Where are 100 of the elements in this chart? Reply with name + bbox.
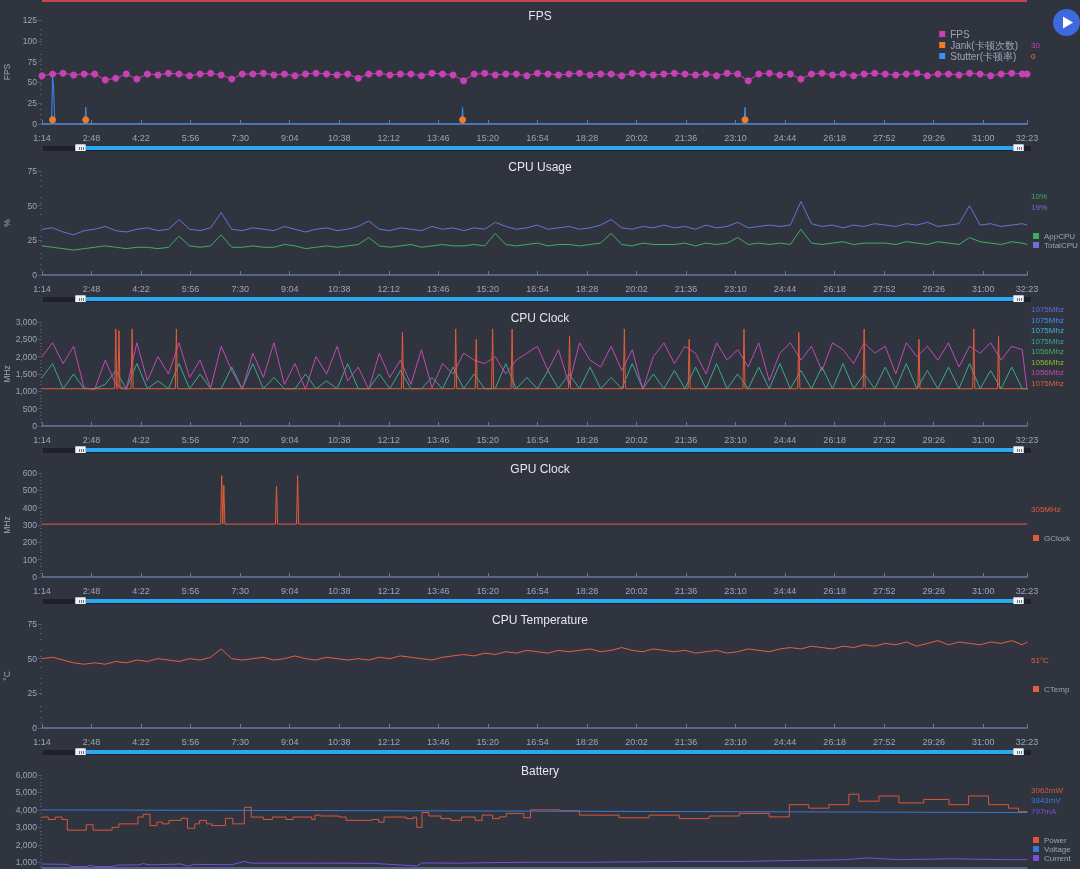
text: 1075Mhz [1031,378,1064,388]
line-series [41,475,1028,525]
y-tick-label: 2,000 [15,351,38,362]
x-tick-label: 4:22 [132,585,150,596]
x-tick-label: 32:23 [1015,283,1039,294]
y-tick-label: 75 [27,56,38,67]
text: 1056Mhz [1031,347,1064,356]
y-axis-title: MHz [1,365,12,383]
x-tick-label: 27:52 [872,585,896,596]
x-tick-label: 1:14 [33,132,51,143]
x-tick-label: 10:38 [327,132,351,143]
legend-label: Current [1044,853,1072,863]
x-tick-label: 31:00 [971,736,995,747]
x-tick-label: 32:23 [1015,585,1039,596]
x-tick-label: 24:44 [773,585,797,596]
line-series [41,640,1028,665]
x-tick-label: 18:28 [575,434,599,445]
x-tick-label: 1:14 [33,585,51,596]
x-tick-label: 21:36 [674,283,698,294]
text: 1056Mhz [1031,368,1064,377]
x-tick-label: 12:12 [377,283,401,294]
chart-title: CPU Clock [510,311,571,325]
x-tick-label: 15:20 [476,283,500,294]
x-tick-label: 2:48 [82,736,101,747]
x-tick-label: 15:20 [476,132,500,143]
x-tick-label: 15:20 [476,585,500,596]
y-tick-label: 200 [22,537,38,548]
y-axis-title: % [1,218,12,227]
x-tick-label: 5:56 [181,434,200,445]
x-tick-label: 26:18 [823,736,846,747]
x-tick-label: 27:52 [872,132,896,143]
x-tick-label: 29:26 [922,736,945,747]
chart-title: CPU Temperature [492,613,589,627]
x-tick-label: 13:46 [427,585,450,596]
text: 19% [1031,202,1048,212]
x-tick-label: 21:36 [674,585,698,596]
legend-label: Stutter(卡顿率) [950,50,1017,62]
y-axis-title: FPS [1,63,12,81]
y-tick-label: 0 [32,270,38,280]
x-tick-label: 23:10 [724,283,747,294]
x-tick-label: 9:04 [280,434,299,445]
x-tick-label: 5:56 [181,132,200,143]
x-tick-label: 29:26 [922,132,945,143]
y-tick-label: 1,000 [15,386,38,397]
x-tick-label: 2:48 [82,434,101,445]
x-tick-label: 2:48 [82,283,101,294]
y-tick-label: 0 [32,723,38,733]
legend-label: Voltage [1044,844,1072,854]
text: 1075Mhz [1031,315,1064,325]
legend-label: Jank(卡顿次数) [950,39,1019,51]
y-tick-label: 500 [22,403,38,414]
y-tick-label: 75 [27,166,38,176]
text: 1075Mhz [1031,305,1064,314]
y-tick-label: 3,000 [15,822,38,833]
x-tick-label: 1:14 [33,434,51,445]
y-tick-label: 1,500 [15,369,38,379]
y-tick-label: 3,000 [15,317,38,327]
x-tick-label: 21:36 [674,736,698,747]
x-tick-label: 23:10 [724,434,747,445]
y-tick-label: 1,000 [15,857,38,868]
x-tick-label: 9:04 [280,132,299,143]
x-tick-label: 15:20 [476,736,500,747]
y-axis-title: °C [1,671,12,681]
x-tick-label: 7:30 [231,283,249,294]
x-tick-label: 16:54 [526,434,549,445]
x-tick-label: 7:30 [231,736,249,747]
y-tick-label: 50 [27,200,38,211]
text: 10% [1031,192,1048,201]
y-tick-label: 600 [22,468,38,478]
x-tick-label: 5:56 [181,736,200,747]
x-tick-label: 27:52 [872,283,896,294]
x-tick-label: 24:44 [773,736,797,747]
x-tick-label: 9:04 [280,283,299,294]
x-tick-label: 4:22 [132,132,150,143]
y-tick-label: 25 [27,98,38,109]
y-tick-label: 2,500 [15,334,38,345]
x-tick-label: 16:54 [526,736,549,747]
x-tick-label: 27:52 [872,434,896,445]
x-tick-label: 12:12 [377,132,401,143]
legend-label: FPS [950,28,970,40]
y-tick-label: 5,000 [15,787,38,798]
x-tick-label: 4:22 [132,434,150,445]
chart-title: GPU Clock [510,462,571,476]
x-tick-label: 18:28 [575,585,599,596]
x-tick-label: 21:36 [674,132,698,143]
x-tick-label: 9:04 [280,585,299,596]
x-tick-label: 20:02 [625,736,648,747]
legend-label: TotalCPU [1044,240,1079,250]
y-tick-label: 25 [27,235,38,246]
y-axis-title: MHz [1,516,12,534]
y-tick-label: 100 [22,35,38,46]
chart-title: CPU Usage [508,160,572,174]
x-tick-label: 18:28 [575,132,599,143]
x-tick-label: 5:56 [181,283,200,294]
x-tick-label: 18:28 [575,283,599,294]
x-tick-label: 29:26 [922,585,945,596]
x-tick-label: 27:52 [872,736,896,747]
x-tick-label: 13:46 [427,132,450,143]
x-tick-label: 1:14 [33,736,51,747]
x-tick-label: 31:00 [971,585,995,596]
